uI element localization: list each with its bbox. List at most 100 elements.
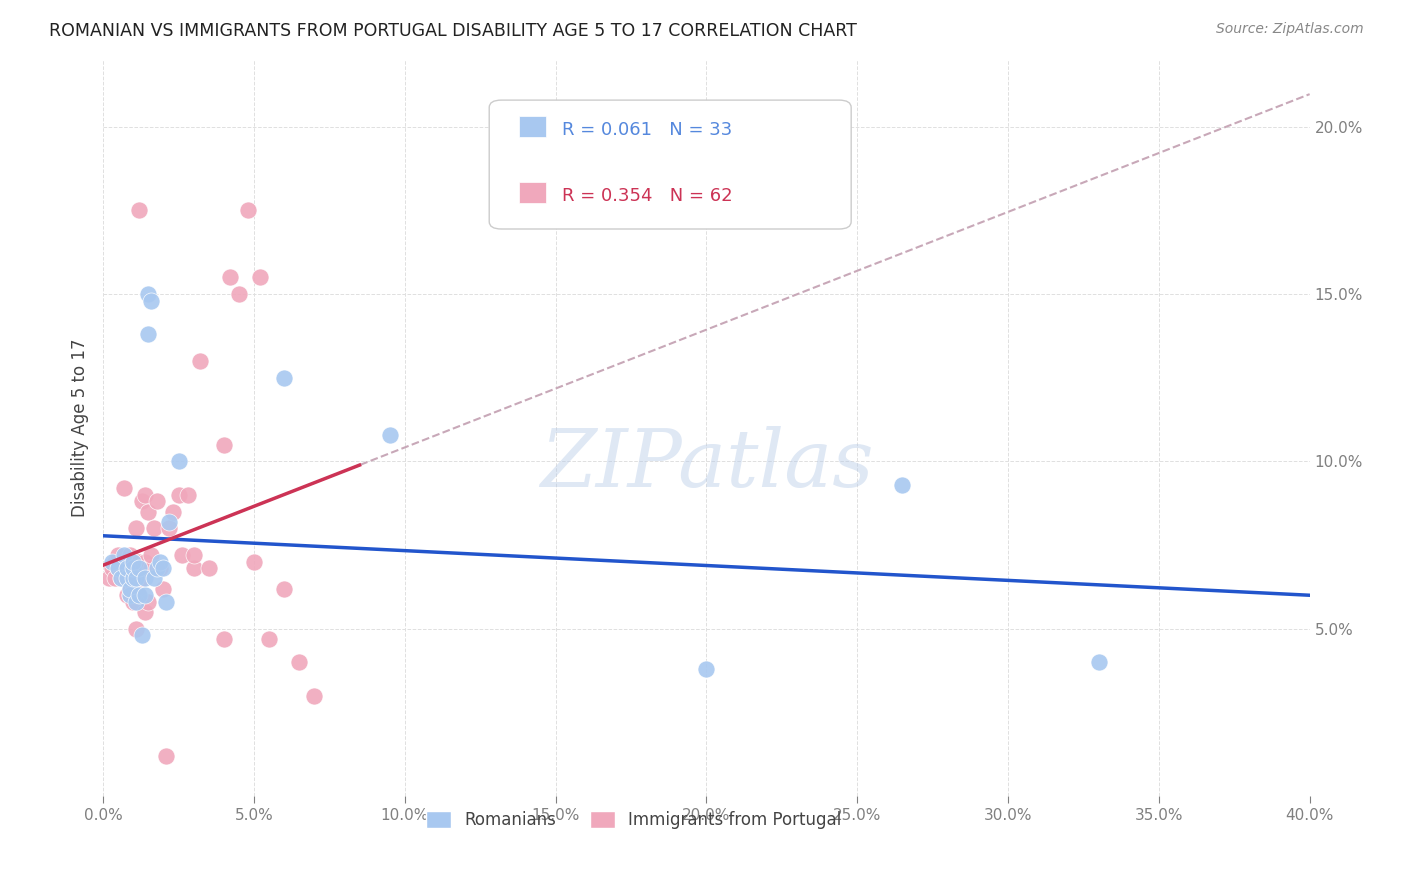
Point [112,572,135,586]
Point [117,561,139,575]
Point [138,287,160,301]
Point [107,548,129,562]
Point [125,521,148,535]
Text: Source: ZipAtlas.com: Source: ZipAtlas.com [1216,22,1364,37]
Point [138,561,160,575]
Point [167,454,190,468]
Point [101,555,124,569]
Point [110,561,132,575]
Point [249,270,271,285]
Point [128,588,150,602]
Point [117,572,139,586]
Point [120,588,142,602]
Point [138,595,160,609]
Point [138,504,160,518]
Point [273,582,295,596]
Point [110,572,132,586]
Point [162,504,184,518]
Point [146,494,169,508]
Point [170,548,193,562]
Point [146,561,169,575]
Text: ZIPatlas: ZIPatlas [540,425,873,503]
Point [110,572,132,586]
Point [134,488,156,502]
Point [104,572,127,586]
Point [141,548,163,562]
Y-axis label: Disability Age 5 to 17: Disability Age 5 to 17 [72,339,89,517]
Point [188,354,211,368]
Point [98,572,121,586]
Point [152,582,174,596]
Point [125,588,148,602]
Point [304,689,326,703]
Point [134,588,156,602]
Point [122,555,145,569]
Point [212,437,235,451]
Point [131,572,153,586]
Point [695,662,717,676]
Point [212,632,235,646]
Point [138,327,160,342]
Point [134,605,156,619]
Point [101,561,124,575]
FancyBboxPatch shape [519,116,546,137]
Point [128,561,150,575]
Point [228,287,250,301]
Point [891,477,914,491]
Point [117,572,139,586]
Point [176,488,198,502]
Point [122,561,145,575]
Point [120,561,142,575]
Point [143,521,166,535]
Point [122,595,145,609]
Point [125,622,148,636]
Point [120,588,142,602]
Point [243,555,266,569]
Point [1087,655,1109,669]
Point [197,561,219,575]
Point [120,548,142,562]
Point [149,555,172,569]
Point [159,515,181,529]
Point [104,555,127,569]
FancyBboxPatch shape [489,100,851,229]
Point [134,572,156,586]
Point [183,561,205,575]
Point [128,203,150,218]
Point [273,370,295,384]
Point [120,582,142,596]
Point [167,488,190,502]
Point [117,561,139,575]
Point [152,561,174,575]
Point [218,270,240,285]
Point [149,561,172,575]
Legend: Romanians, Immigrants from Portugal: Romanians, Immigrants from Portugal [420,804,848,836]
Point [107,561,129,575]
Point [143,572,166,586]
Point [112,548,135,562]
Point [155,748,177,763]
Point [236,203,259,218]
Point [183,548,205,562]
Point [155,595,177,609]
Point [378,427,401,442]
Point [141,293,163,308]
Point [107,561,129,575]
Point [112,561,135,575]
Point [122,572,145,586]
Point [288,655,311,669]
Point [112,481,135,495]
Point [125,572,148,586]
Point [120,582,142,596]
Point [125,595,148,609]
Point [131,628,153,642]
Point [128,555,150,569]
Point [122,582,145,596]
Point [141,561,163,575]
Point [117,588,139,602]
Point [257,632,280,646]
Text: R = 0.354   N = 62: R = 0.354 N = 62 [561,186,733,205]
Point [122,561,145,575]
Point [159,521,181,535]
Point [134,555,156,569]
